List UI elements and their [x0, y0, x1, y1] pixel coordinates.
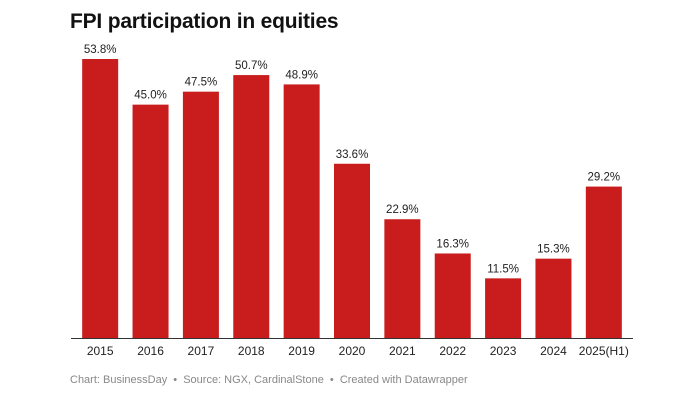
value-label-2023: 11.5% [487, 263, 519, 275]
bars-group [82, 59, 622, 338]
footer-separator: • [329, 374, 334, 386]
bar-2024 [535, 258, 572, 338]
footer-separator: • [173, 374, 178, 386]
value-label-2024: 15.3% [537, 244, 570, 256]
x-tick-label-2015: 2015 [87, 344, 114, 358]
chart-title: FPI participation in equities [70, 10, 339, 33]
bar-2023 [485, 278, 522, 338]
chart-credit: Chart: BusinessDay [70, 374, 168, 386]
value-labels-group: 53.8% 45.0% 47.5% 50.7% 48.9% 33.6% 22.9% 16.3%… [84, 44, 620, 275]
x-tick-label-2016: 2016 [137, 344, 164, 358]
x-tick-label-2022: 2022 [439, 344, 466, 358]
chart-footer: Chart: BusinessDay • Source: NGX, Cardin… [70, 374, 468, 386]
value-label-2020: 33.6% [336, 149, 369, 161]
bar-2025-h1 [585, 186, 622, 338]
x-tick-label-2017: 2017 [188, 344, 215, 358]
value-label-2018: 50.7% [235, 60, 268, 72]
value-label-2017: 47.5% [185, 77, 218, 89]
x-tick-label-2019: 2019 [288, 344, 315, 358]
bar-2020 [334, 163, 370, 338]
value-label-2025-h1: 29.2% [588, 172, 621, 184]
value-label-2021: 22.9% [386, 204, 419, 216]
bar-2022 [434, 253, 471, 338]
x-tick-label-2025-h1: 2025(H1) [579, 344, 629, 358]
value-label-2016: 45.0% [134, 90, 167, 102]
bar-2015 [82, 59, 119, 338]
bar-2016 [132, 104, 169, 338]
bar-2018 [233, 75, 270, 338]
x-tick-labels-group: 2015 2016 2017 2018 2019 2020 2021 2022 2023 2024… [87, 344, 629, 358]
value-label-2022: 16.3% [436, 238, 469, 250]
value-label-2015: 53.8% [84, 44, 117, 56]
x-tick-label-2020: 2020 [339, 344, 366, 358]
bar-2017 [182, 91, 219, 338]
x-tick-label-2024: 2024 [540, 344, 567, 358]
x-tick-label-2018: 2018 [238, 344, 265, 358]
value-label-2019: 48.9% [285, 69, 318, 81]
bar-2021 [384, 219, 421, 338]
bar-2019 [283, 84, 320, 338]
x-tick-label-2023: 2023 [490, 344, 517, 358]
created-with: Created with Datawrapper [339, 374, 468, 386]
x-tick-label-2021: 2021 [389, 344, 416, 358]
chart-source: Source: NGX, CardinalStone [183, 374, 324, 386]
